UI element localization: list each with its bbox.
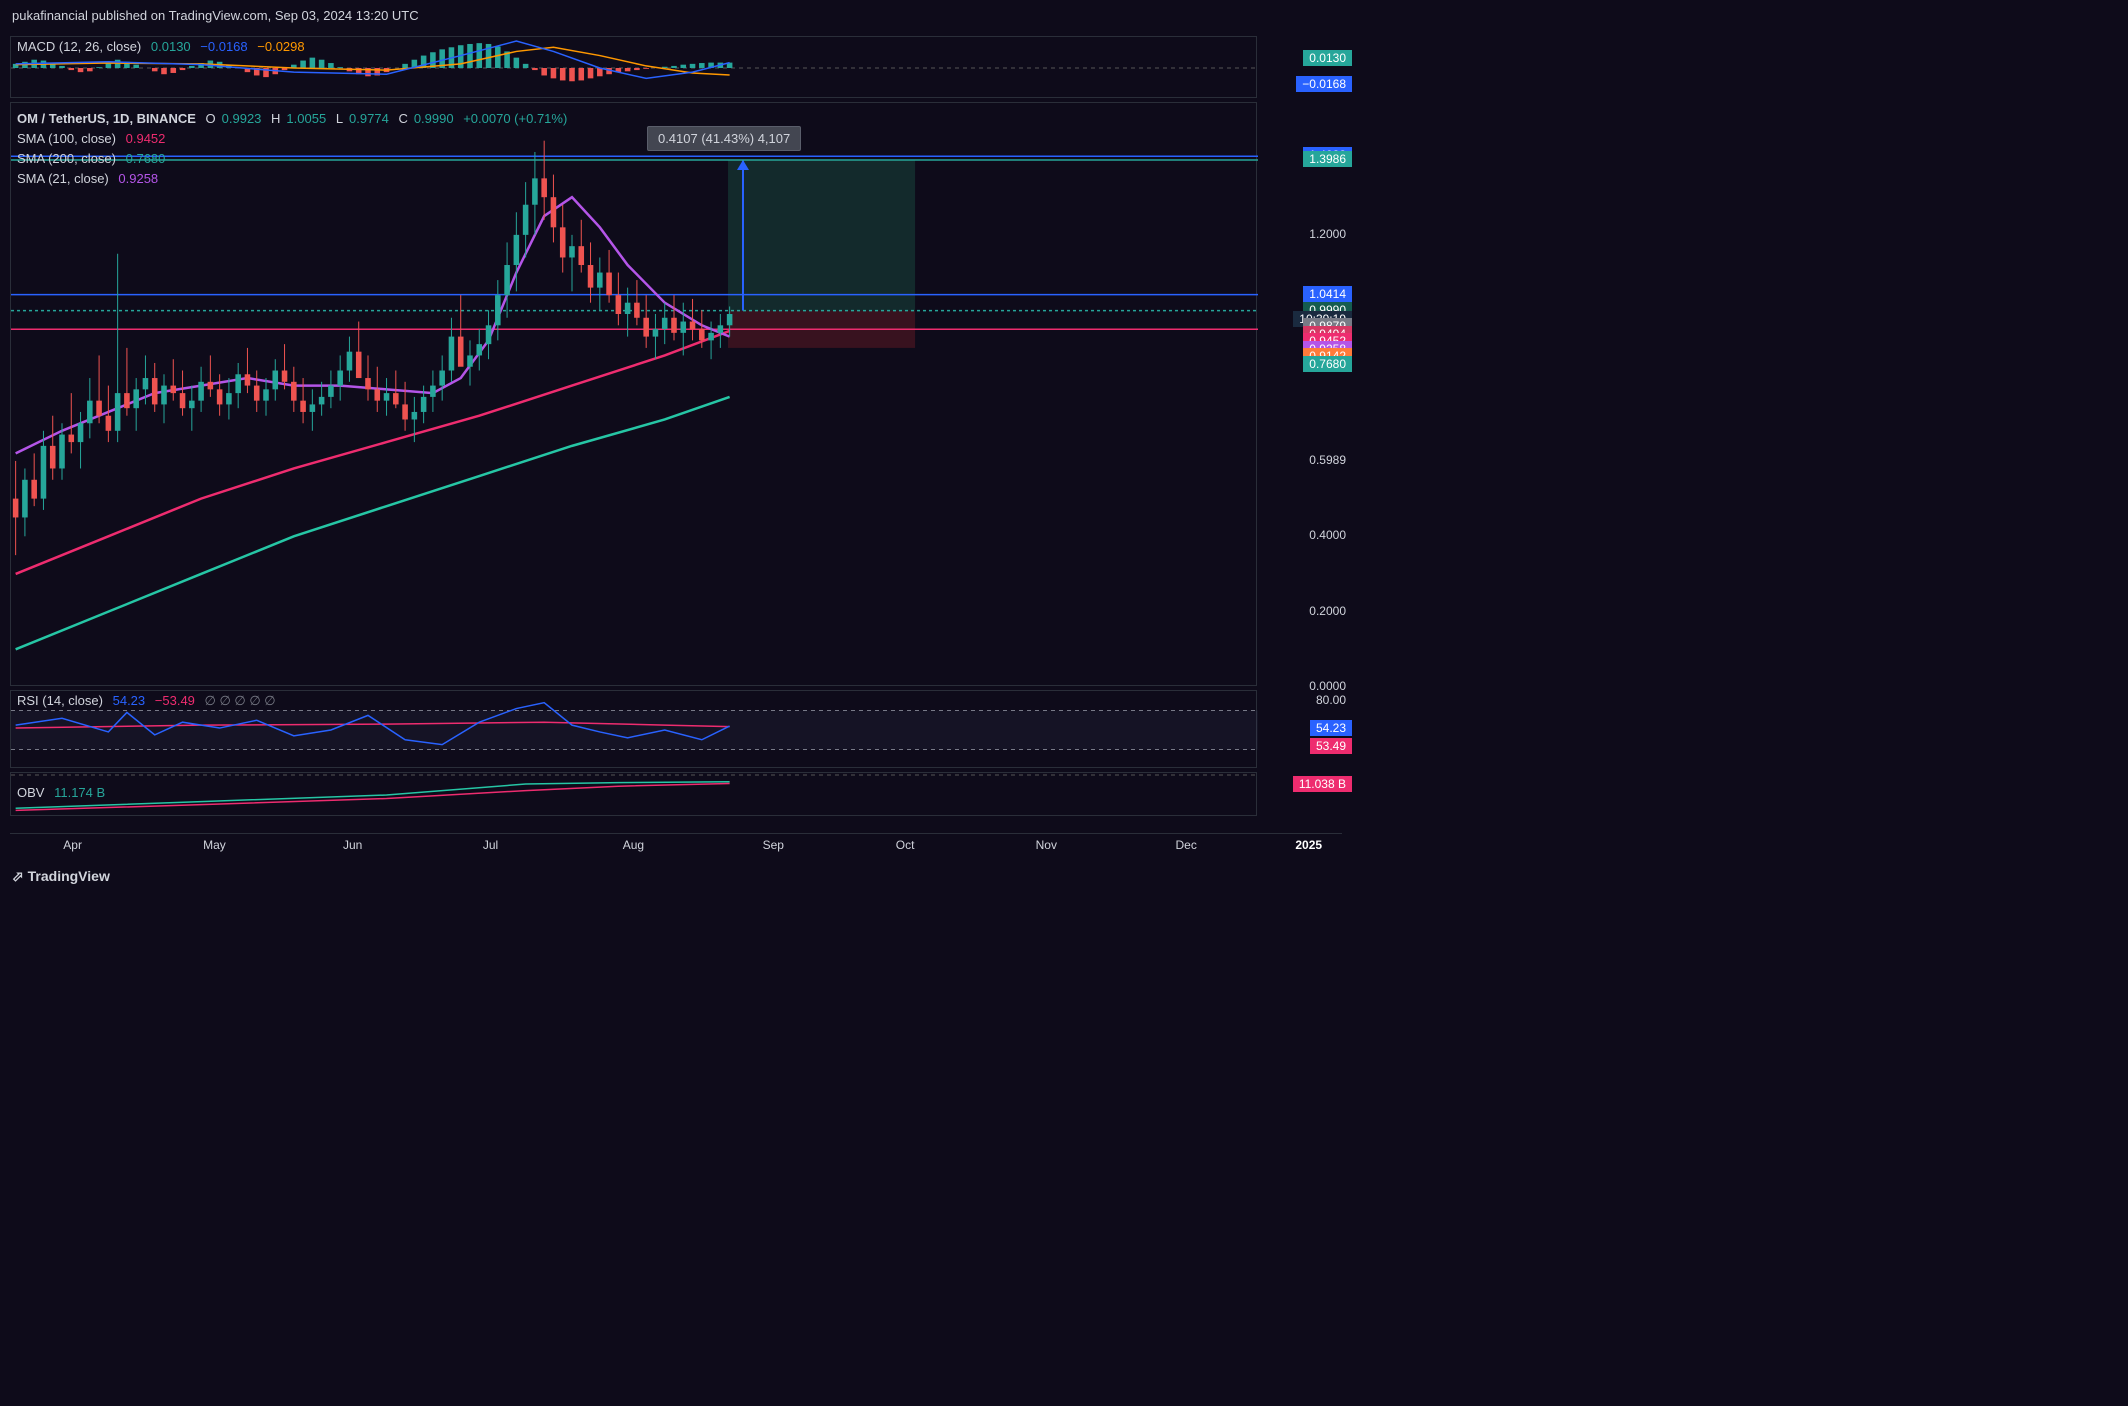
measure-tooltip: 0.4107 (41.43%) 4,107: [647, 126, 801, 151]
obv-legend: OBV 11.174 B: [17, 785, 111, 800]
sma100-legend: SMA (100, close) 0.9452: [17, 131, 171, 146]
publish-info: pukafinancial published on TradingView.c…: [12, 8, 419, 23]
rsi-legend: RSI (14, close) 54.23 −53.49 ∅ ∅ ∅ ∅ ∅: [17, 693, 282, 709]
sma200-legend: SMA (200, close) 0.7680: [17, 151, 171, 166]
macd-panel[interactable]: MACD (12, 26, close) 0.0130 −0.0168 −0.0…: [10, 36, 1257, 98]
rsi-panel[interactable]: RSI (14, close) 54.23 −53.49 ∅ ∅ ∅ ∅ ∅: [10, 690, 1257, 768]
rsi-axis: 80.0054.2353.49: [1257, 690, 1352, 768]
watermark: ⬀ TradingView: [12, 868, 110, 885]
macd-legend: MACD (12, 26, close) 0.0130 −0.0168 −0.0…: [17, 39, 311, 54]
symbol-legend: OM / TetherUS, 1D, BINANCE O0.9923 H1.00…: [17, 111, 573, 126]
price-axis[interactable]: 0.00000.20000.40000.59891.20001.40881.39…: [1257, 102, 1352, 686]
time-axis[interactable]: AprMayJunJulAugSepOctNovDec2025: [10, 833, 1342, 857]
price-panel[interactable]: OM / TetherUS, 1D, BINANCE O0.9923 H1.00…: [10, 102, 1257, 686]
macd-axis: 0.0130−0.0168: [1257, 36, 1352, 98]
obv-panel[interactable]: OBV 11.174 B: [10, 772, 1257, 816]
sma21-legend: SMA (21, close) 0.9258: [17, 171, 164, 186]
obv-axis: 11.038 B: [1257, 772, 1352, 816]
